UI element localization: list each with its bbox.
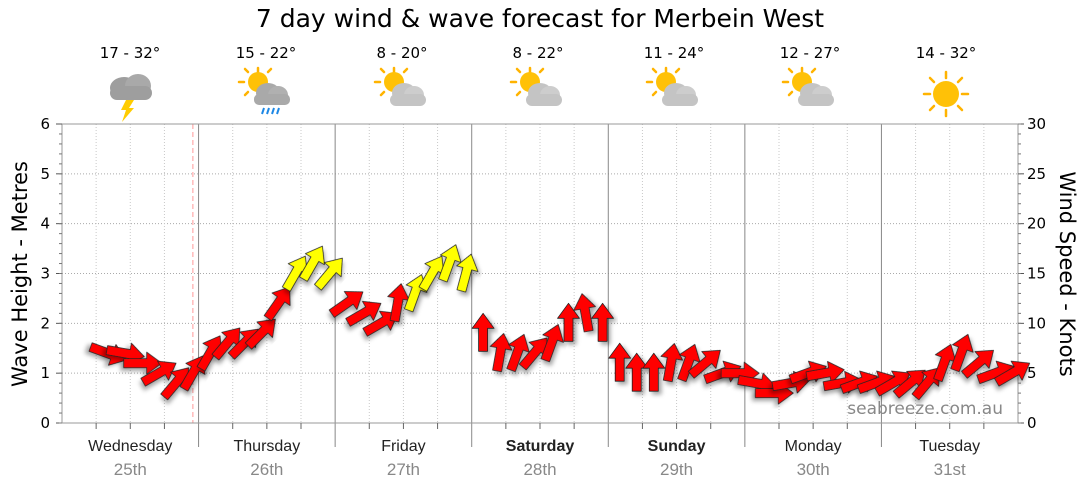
day-name-label: Thursday: [234, 438, 301, 455]
forecast-day-1: 15 - 22°: [198, 44, 334, 122]
temperature-range: 8 - 22°: [512, 44, 564, 62]
wind-arrow: [328, 291, 364, 318]
partly-cloudy-icon: [373, 66, 426, 106]
day-name-label: Sunday: [648, 438, 706, 455]
forecast-day-5: 12 - 27°: [742, 44, 878, 122]
wind-arrow: [660, 343, 684, 383]
y-tick-label-left: 6: [40, 115, 50, 133]
day-name-label: Saturday: [506, 438, 575, 455]
y-tick-label-right: 0: [1027, 414, 1037, 432]
forecast-day-2: 8 - 20°: [334, 44, 470, 122]
wind-arrow: [140, 360, 177, 387]
wind-arrow: [950, 334, 974, 373]
wind-arrow: [299, 245, 325, 282]
sunny-icon: [922, 70, 970, 118]
y-axis-label-left: Wave Height - Metres: [8, 161, 32, 387]
sun-cloud-rain-icon: [237, 66, 290, 115]
axes: 0 1 2 3 4 5 6 0 5 10 15 20 25 30 Wednesday 25th Thursday…: [40, 115, 1046, 479]
temperature-range: 8 - 20°: [376, 44, 428, 62]
forecast-day-0: 17 - 32°: [62, 44, 198, 122]
wind-arrow: [557, 302, 580, 342]
temperature-range: 14 - 32°: [915, 44, 977, 62]
y-tick-label-right: 15: [1027, 265, 1046, 283]
chart-title: 7 day wind & wave forecast for Merbein W…: [255, 4, 825, 33]
day-date-label: 29th: [660, 460, 693, 479]
wind-arrow: [573, 293, 596, 333]
y-tick-label-right: 25: [1027, 165, 1046, 183]
y-tick-label-left: 5: [40, 165, 50, 183]
day-date-label: 30th: [797, 460, 830, 479]
day-name-label: Wednesday: [88, 438, 172, 455]
storm-cloud-icon: [110, 74, 152, 122]
wind-arrow: [608, 342, 632, 382]
temperature-range: 11 - 24°: [643, 44, 705, 62]
y-tick-label-left: 0: [40, 414, 50, 432]
y-tick-label-left: 1: [40, 364, 50, 382]
wind-arrow: [994, 360, 1031, 387]
y-tick-label-right: 20: [1027, 215, 1046, 233]
wind-arrow: [911, 367, 941, 401]
day-date-label: 26th: [250, 460, 283, 479]
wind-arrow: [961, 349, 994, 379]
partly-cloudy-icon: [781, 66, 834, 106]
temperature-range: 17 - 32°: [99, 44, 161, 62]
wind-arrow: [438, 244, 462, 283]
y-tick-label-left: 4: [40, 215, 50, 233]
wind-arrow: [345, 300, 382, 327]
y-axis-label-right: Wind Speed - Knots: [1055, 171, 1079, 376]
day-name-label: Friday: [381, 438, 425, 455]
wind-arrow: [471, 312, 495, 352]
day-name-label: Tuesday: [919, 438, 980, 455]
temperature-range: 12 - 27°: [779, 44, 841, 62]
day-date-label: 31st: [934, 460, 966, 479]
y-tick-label-right: 10: [1027, 314, 1046, 332]
day-date-label: 28th: [523, 460, 556, 479]
wind-arrow: [540, 324, 564, 363]
wind-arrow: [506, 334, 530, 373]
wind-arrow: [244, 318, 276, 350]
forecast-day-3: 8 - 22°: [470, 44, 606, 122]
wind-arrow: [687, 349, 721, 379]
day-name-label: Monday: [785, 438, 842, 455]
wind-arrow: [489, 333, 513, 373]
wind-arrow: [263, 286, 291, 322]
watermark: seabreeze.com.au: [847, 399, 1003, 419]
y-tick-label-left: 2: [40, 314, 50, 332]
y-tick-label-left: 3: [40, 265, 50, 283]
day-date-label: 27th: [387, 460, 420, 479]
wind-arrow: [591, 302, 614, 342]
wind-arrow: [456, 253, 479, 293]
wind-arrow: [625, 352, 649, 392]
wind-arrow: [642, 352, 666, 392]
wind-arrow: [362, 310, 399, 337]
wind-arrow: [123, 351, 163, 375]
forecast-day-4: 11 - 24°: [606, 44, 742, 122]
wind-arrows: [88, 244, 1031, 405]
y-tick-label-right: 5: [1027, 364, 1037, 382]
forecast-day-6: 14 - 32°: [878, 44, 1014, 122]
day-date-label: 25th: [114, 460, 147, 479]
wind-arrow: [314, 257, 343, 291]
temperature-range: 15 - 22°: [235, 44, 297, 62]
y-tick-label-right: 30: [1027, 115, 1046, 133]
partly-cloudy-icon: [509, 66, 562, 106]
partly-cloudy-icon: [645, 66, 698, 106]
